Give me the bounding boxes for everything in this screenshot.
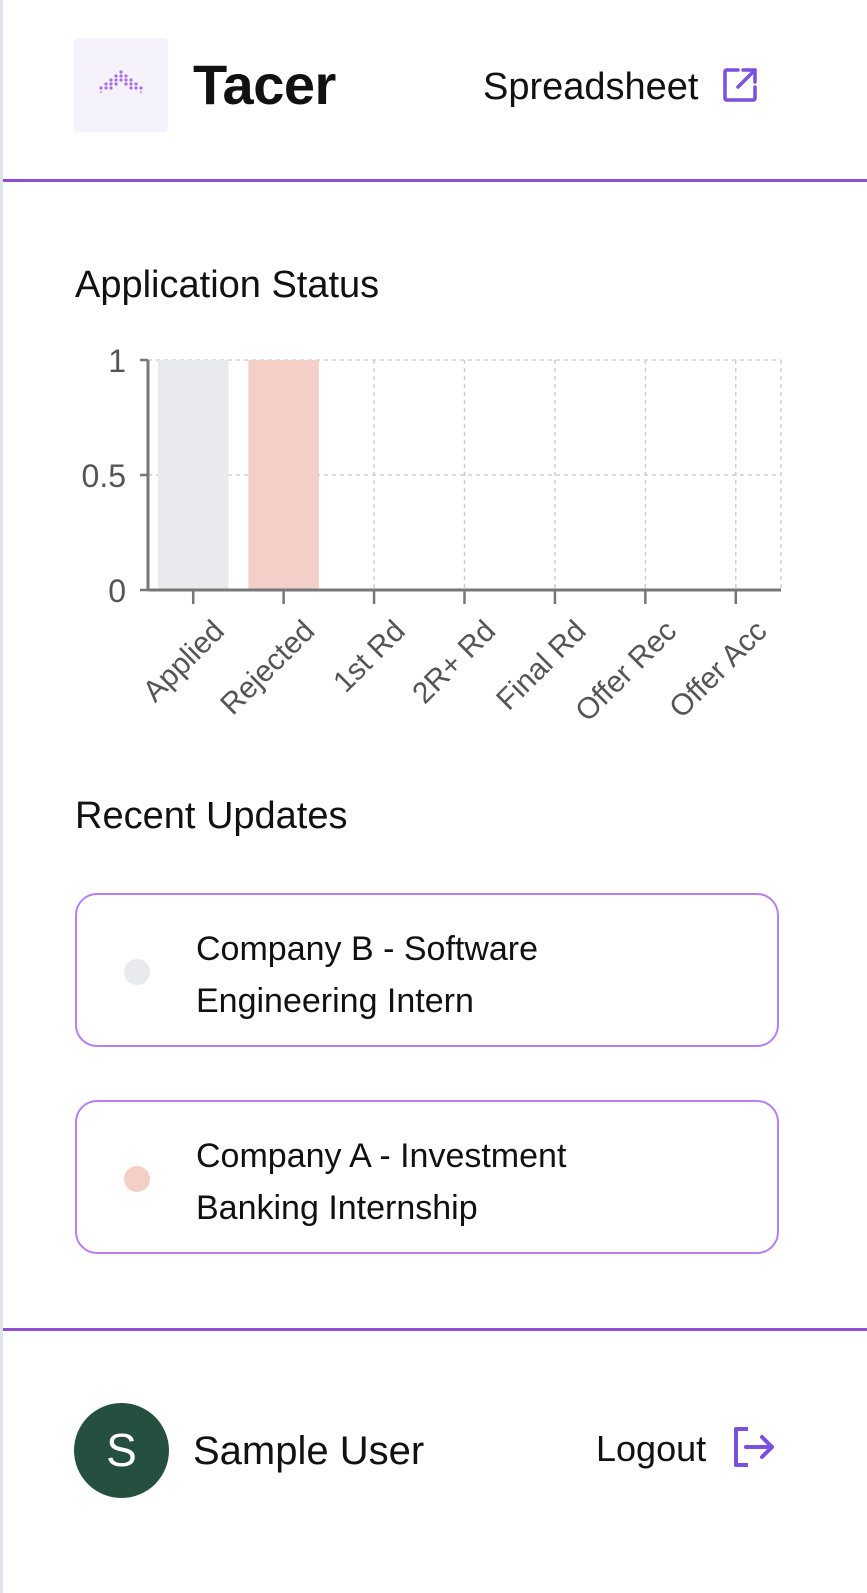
x-tick-label: Rejected [214, 614, 321, 721]
update-card[interactable]: Company A - Investment Banking Internshi… [75, 1100, 779, 1254]
chart-grid [148, 359, 782, 591]
updates-title: Recent Updates [75, 795, 348, 837]
chart-bars [157, 360, 319, 590]
logo-mark [99, 70, 143, 94]
brand-name: Tacer [193, 53, 336, 116]
logout-icon [730, 1423, 778, 1476]
status-dot [124, 1166, 150, 1192]
spreadsheet-label: Spreadsheet [483, 66, 699, 108]
logout-label: Logout [596, 1428, 707, 1469]
chart-title: Application Status [75, 264, 380, 306]
x-tick-label: Offer Rec [569, 614, 683, 728]
logout-button[interactable]: Logout [596, 1424, 778, 1474]
x-tick-label: 1st Rd [327, 614, 412, 699]
x-tick-label: Offer Acc [663, 614, 773, 724]
sidebar-edge [0, 0, 3, 1593]
y-tick-label: 0.5 [82, 458, 126, 494]
tacer-logo-icon[interactable] [74, 38, 168, 132]
x-tick-label: 2R+ Rd [406, 614, 502, 710]
y-tick-label: 1 [108, 343, 126, 379]
update-card[interactable]: Company B - Software Engineering Intern [75, 893, 779, 1047]
y-tick-label: 0 [108, 573, 126, 609]
chart-axes [140, 358, 781, 604]
header: Tacer Spreadsheet [0, 0, 867, 183]
update-title-line: Engineering Intern [196, 982, 474, 1020]
update-title-line: Banking Internship [196, 1189, 478, 1227]
bar-applied [157, 360, 229, 590]
footer-divider [3, 1328, 867, 1331]
update-title-line: Company A - Investment [196, 1137, 567, 1175]
spreadsheet-link[interactable]: Spreadsheet [483, 64, 759, 110]
update-title-line: Company B - Software [196, 930, 539, 968]
external-link-icon [721, 66, 759, 109]
header-divider [3, 179, 867, 182]
update-text: Company B - Software Engineering Intern [196, 923, 756, 1027]
user-name: Sample User [193, 1429, 425, 1473]
update-text: Company A - Investment Banking Internshi… [196, 1130, 756, 1234]
avatar[interactable]: S [74, 1403, 169, 1498]
status-dot [124, 959, 150, 985]
bar-rejected [248, 360, 319, 590]
